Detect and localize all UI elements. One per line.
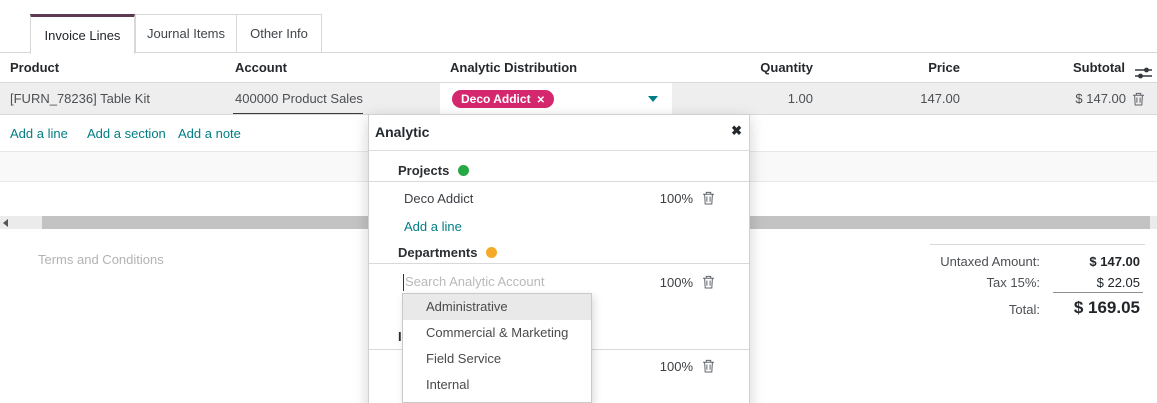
column-header-subtotal: Subtotal <box>1073 60 1125 75</box>
quantity-cell[interactable]: 1.00 <box>787 91 813 106</box>
tax-label: Tax 15%: <box>986 275 1040 290</box>
product-cell[interactable]: [FURN_78236] Table Kit <box>10 91 150 106</box>
total-divider <box>1053 292 1143 293</box>
plan-projects-label: Projects <box>398 163 450 178</box>
delete-line-icon[interactable] <box>1132 92 1145 106</box>
percentage-field[interactable]: 100% <box>659 359 693 374</box>
delete-analytic-line-icon[interactable] <box>702 359 715 373</box>
close-icon[interactable]: ✖ <box>731 123 742 138</box>
account-cell[interactable]: 400000 Product Sales <box>235 91 363 106</box>
optional-columns-icon[interactable] <box>1135 61 1152 79</box>
plan-internal-label: Internal <box>398 329 405 344</box>
dropdown-item-administrative[interactable]: Administrative <box>403 294 591 320</box>
dropdown-caret-icon[interactable] <box>648 96 658 102</box>
analytic-tag-label: Deco Addict <box>461 92 531 106</box>
add-note-button[interactable]: Add a note <box>178 126 241 141</box>
subtotal-cell: $ 147.00 <box>1075 91 1126 106</box>
tax-value: $ 22.05 <box>1096 275 1140 290</box>
untaxed-amount-value: $ 147.00 <box>1089 254 1140 269</box>
column-header-analytic-distribution: Analytic Distribution <box>450 60 578 75</box>
section-divider <box>369 263 749 264</box>
scroll-left-arrow-icon[interactable] <box>3 219 8 227</box>
total-label: Total: <box>1008 302 1040 317</box>
tab-other-info[interactable]: Other Info <box>237 14 322 52</box>
dropdown-item-field-service[interactable]: Field Service <box>426 351 502 366</box>
popup-header: Analytic ✖ <box>369 115 749 151</box>
popup-title: Analytic <box>375 124 430 140</box>
account-field-underline <box>233 113 363 114</box>
column-header-quantity: Quantity <box>760 60 813 75</box>
analytic-distribution-cell[interactable]: Deco Addict ✕ <box>440 83 672 114</box>
analytic-tag[interactable]: Deco Addict ✕ <box>452 90 554 108</box>
tab-strip-divider <box>0 52 1157 53</box>
untaxed-amount-label: Untaxed Amount: <box>940 254 1040 269</box>
delete-analytic-line-icon[interactable] <box>702 191 715 205</box>
column-header-price: Price <box>928 60 960 75</box>
tab-journal-items[interactable]: Journal Items <box>135 14 237 52</box>
popup-add-line-button[interactable]: Add a line <box>404 219 462 234</box>
percentage-field[interactable]: 100% <box>659 191 693 206</box>
add-section-button[interactable]: Add a section <box>87 126 166 141</box>
dropdown-item-commercial-marketing[interactable]: Commercial & Marketing <box>426 325 569 340</box>
invoice-lines-header-row: Product Account Analytic Distribution Qu… <box>0 53 1157 83</box>
percentage-field[interactable]: 100% <box>659 275 693 290</box>
plan-projects-header: Projects <box>398 163 470 178</box>
tab-invoice-lines[interactable]: Invoice Lines <box>30 14 135 54</box>
plan-departments-label: Departments <box>398 245 478 260</box>
analytic-account-deco-addict[interactable]: Deco Addict <box>404 191 474 206</box>
total-value: $ 169.05 <box>1073 298 1140 317</box>
totals-top-divider <box>930 244 1145 245</box>
search-analytic-account-input[interactable] <box>405 274 610 289</box>
add-line-button[interactable]: Add a line <box>10 126 68 141</box>
price-cell[interactable]: 147.00 <box>920 91 960 106</box>
dropdown-item-internal[interactable]: Internal <box>426 377 470 392</box>
projects-status-dot-icon <box>458 165 470 176</box>
text-cursor <box>403 274 404 291</box>
column-header-account: Account <box>235 60 287 75</box>
column-header-product: Product <box>10 60 60 75</box>
section-divider <box>369 181 749 182</box>
plan-departments-header: Departments <box>398 245 498 260</box>
departments-status-dot-icon <box>486 247 498 258</box>
table-row: [FURN_78236] Table Kit 400000 Product Sa… <box>0 83 1157 115</box>
plan-internal-header: Internal <box>398 329 405 344</box>
terms-and-conditions-placeholder[interactable]: Terms and Conditions <box>38 252 164 267</box>
analytic-account-dropdown: Administrative Commercial & Marketing Fi… <box>402 293 592 403</box>
remove-tag-icon[interactable]: ✕ <box>536 95 545 106</box>
delete-analytic-line-icon[interactable] <box>702 275 715 289</box>
